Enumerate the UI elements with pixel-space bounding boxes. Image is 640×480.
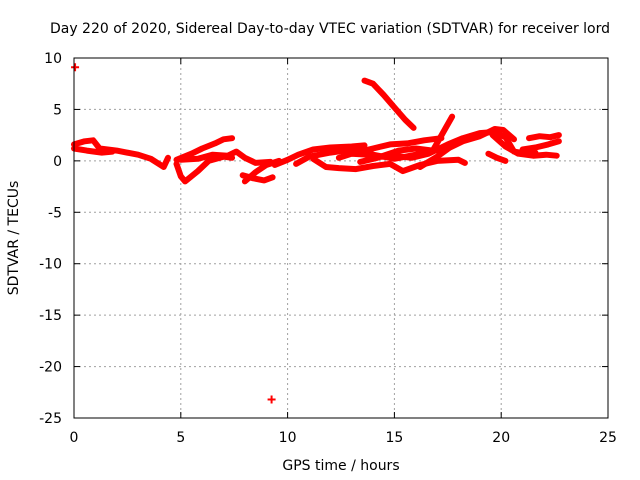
y-tick-label: -25 bbox=[39, 411, 62, 427]
y-tick-label: -10 bbox=[39, 257, 62, 273]
y-tick-label: -15 bbox=[39, 308, 62, 324]
y-tick-label: -5 bbox=[48, 205, 62, 221]
series-trace-2 bbox=[71, 145, 116, 156]
series-trace-14 bbox=[417, 126, 517, 170]
x-tick-label: 10 bbox=[279, 430, 297, 446]
x-tick-label: 15 bbox=[385, 430, 403, 446]
series-layer bbox=[71, 63, 562, 404]
plot-frame bbox=[73, 57, 609, 419]
chart-title: Day 220 of 2020, Sidereal Day-to-day VTE… bbox=[50, 21, 610, 37]
series-trace-10 bbox=[310, 155, 468, 175]
ticks-layer: 0 5 10 15 20 25 10 5 0 -5 -10 -15 -20 -25 bbox=[39, 51, 617, 446]
y-tick-label: -20 bbox=[39, 360, 62, 376]
series-trace-4 bbox=[173, 135, 236, 163]
series-trace-5 bbox=[177, 148, 274, 166]
x-tick-label: 20 bbox=[492, 430, 510, 446]
y-tick-label: 10 bbox=[44, 51, 62, 67]
x-tick-label: 0 bbox=[70, 430, 79, 446]
x-tick-label: 5 bbox=[176, 430, 185, 446]
series-trace-12 bbox=[353, 135, 445, 156]
grid-lines bbox=[74, 58, 608, 418]
series-trace-18 bbox=[519, 138, 562, 153]
y-tick-label: 0 bbox=[53, 154, 62, 170]
series-trace-20 bbox=[361, 77, 417, 131]
series-trace-1 bbox=[71, 137, 171, 170]
series-trace-17 bbox=[489, 132, 560, 159]
series-trace-15 bbox=[429, 113, 456, 154]
point-outlier-1 bbox=[71, 63, 80, 72]
y-tick-label: 5 bbox=[53, 102, 62, 118]
series-trace-19 bbox=[526, 132, 562, 142]
series-trace-16 bbox=[485, 150, 509, 164]
point-outlier-2 bbox=[267, 395, 276, 404]
x-tick-label: 25 bbox=[599, 430, 617, 446]
x-axis-label: GPS time / hours bbox=[282, 458, 399, 474]
y-axis-label: SDTVAR / TECUs bbox=[6, 181, 22, 296]
